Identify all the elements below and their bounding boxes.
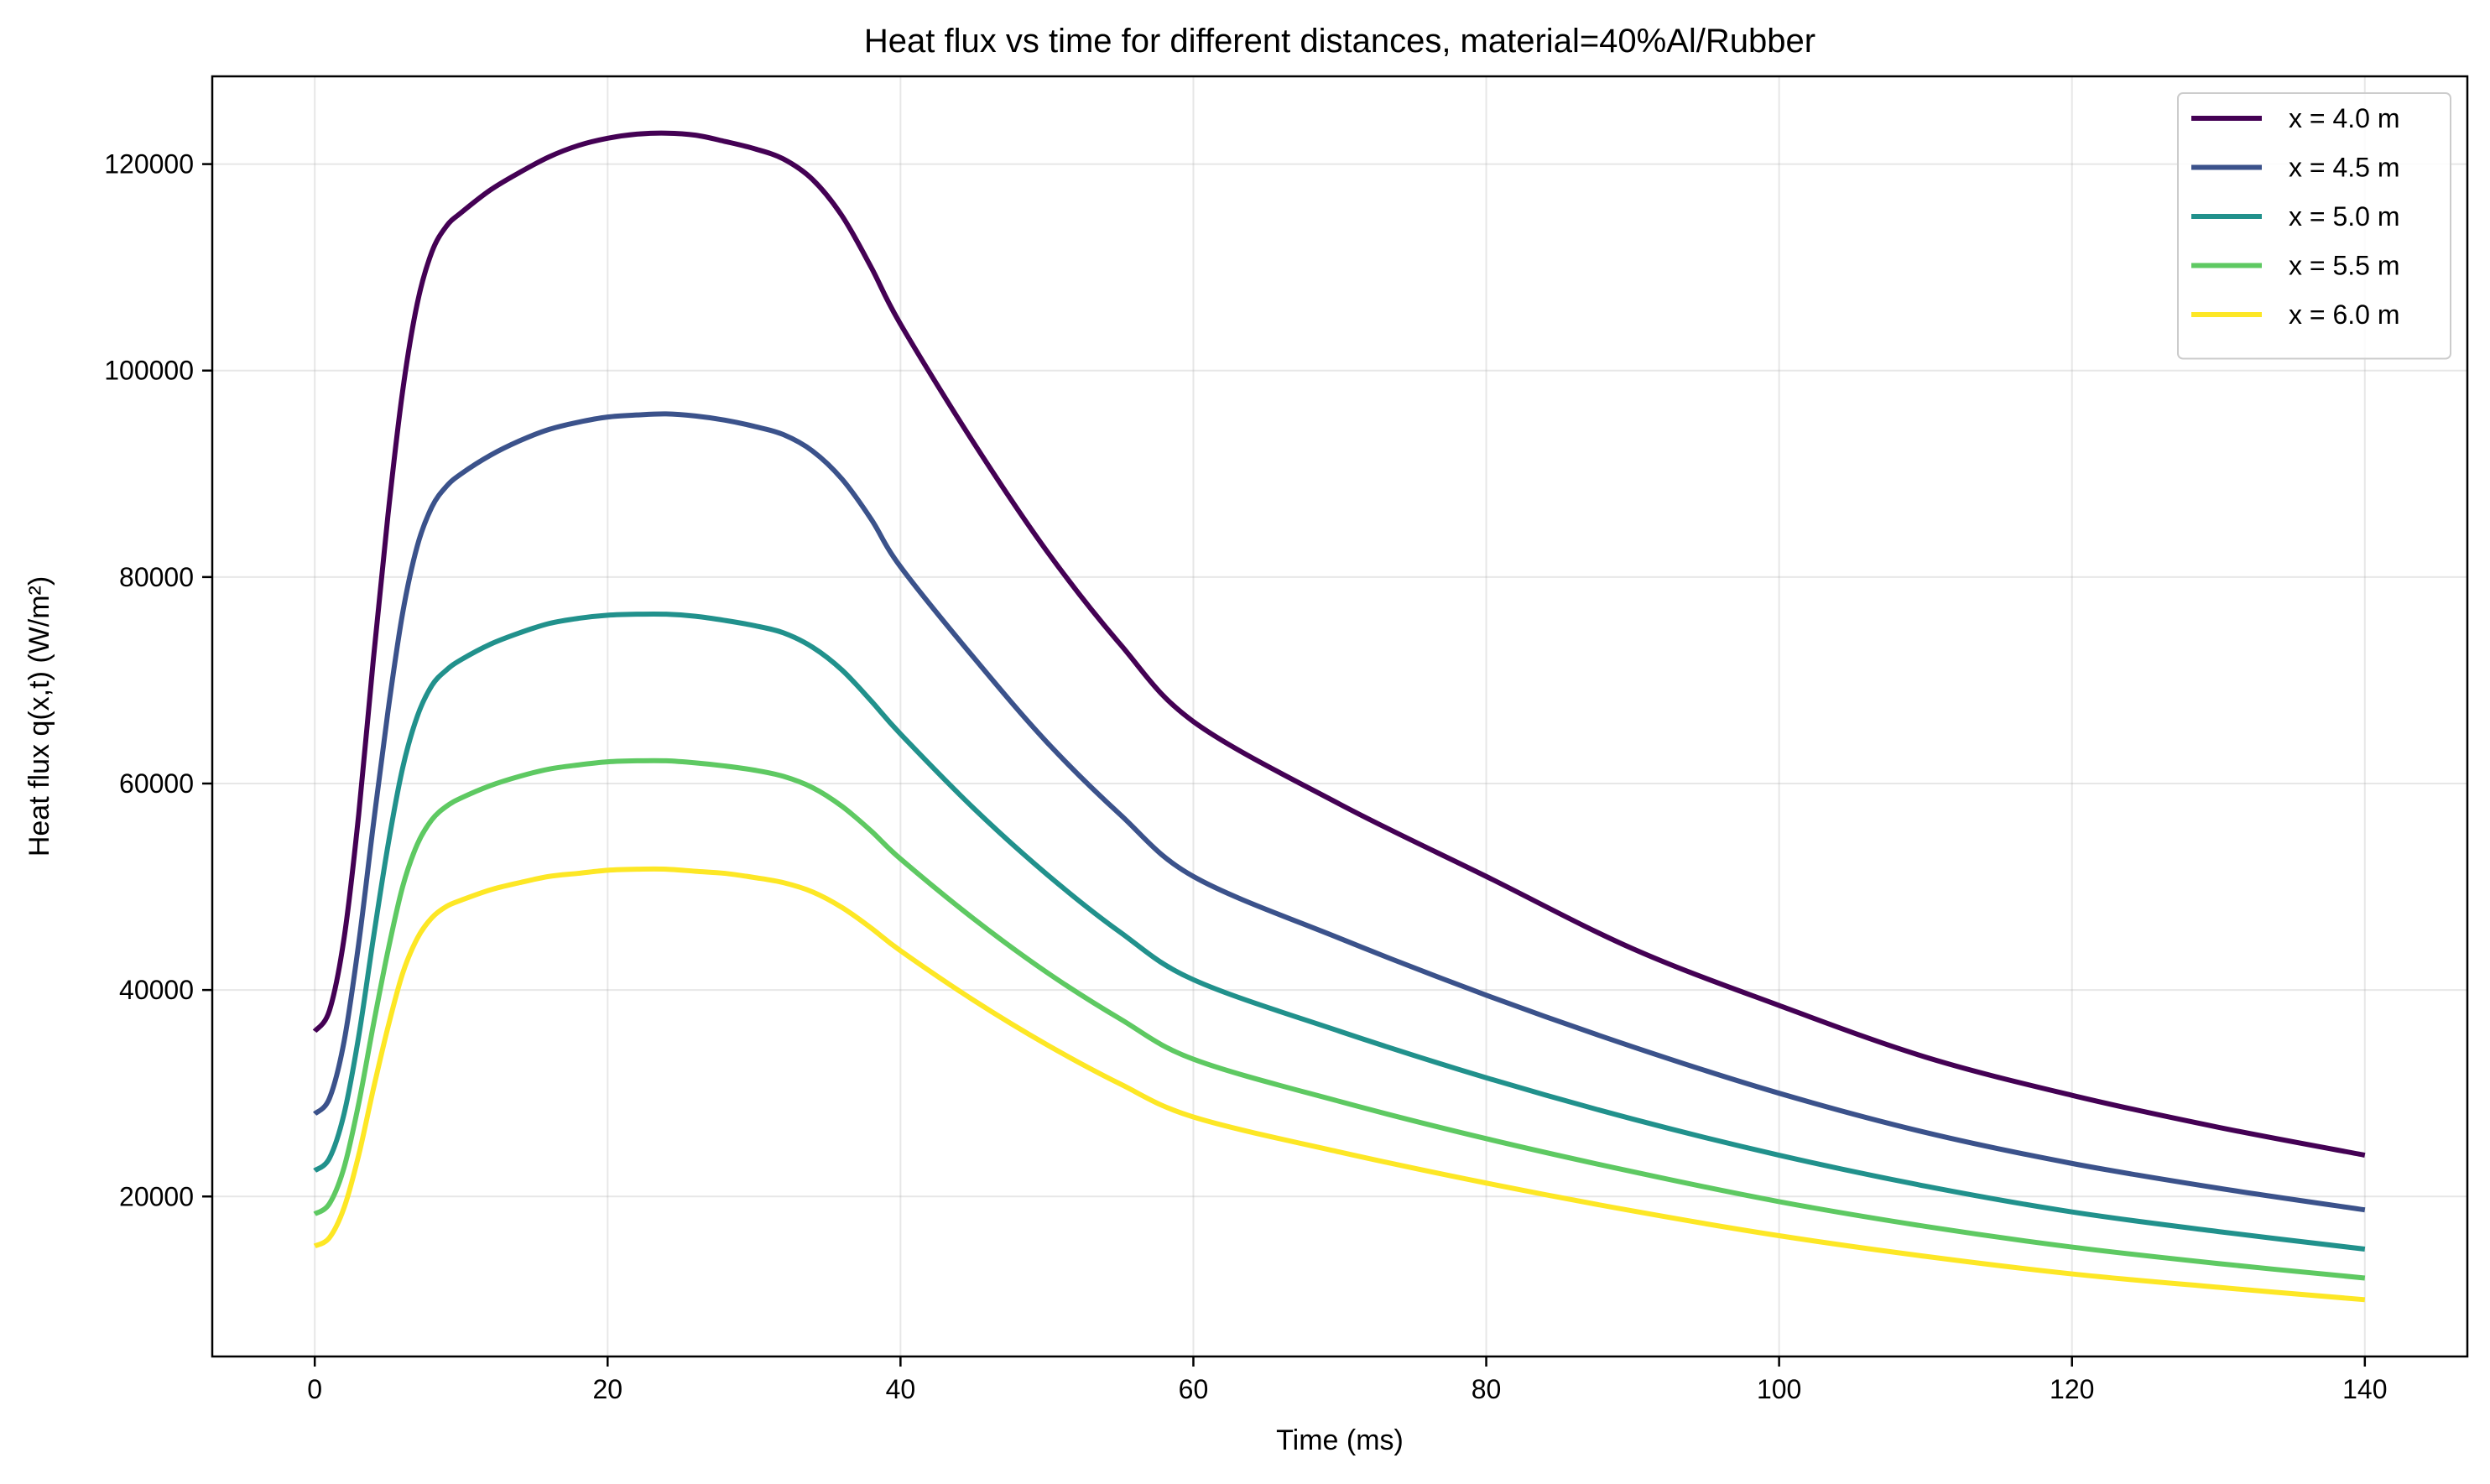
legend-label: x = 4.0 m	[2289, 103, 2400, 133]
x-tick-label: 80	[1472, 1374, 1502, 1404]
y-tick-label: 40000	[119, 975, 194, 1005]
y-axis-label: Heat flux q(x,t) (W/m²)	[23, 576, 55, 857]
x-tick-label: 100	[1757, 1374, 1801, 1404]
x-tick-label: 20	[592, 1374, 622, 1404]
y-tick-label: 120000	[104, 149, 194, 180]
grid-lines	[212, 76, 2467, 1356]
legend-label: x = 6.0 m	[2289, 299, 2400, 330]
axis-ticks: 0 20 40 60 80 100 120 140 20000 40000 60000 80000 10…	[104, 149, 2387, 1404]
series-line-4	[313, 866, 2366, 1303]
series-line-3	[313, 758, 2366, 1281]
y-tick-label: 60000	[119, 768, 194, 799]
chart-title: Heat flux vs time for different distance…	[864, 23, 1815, 60]
legend-label: x = 4.5 m	[2289, 153, 2400, 183]
series-lines	[312, 130, 2366, 1303]
y-tick-label: 20000	[119, 1181, 194, 1211]
plot-frame	[211, 75, 2469, 1358]
x-tick-label: 140	[2342, 1374, 2387, 1404]
x-tick-label: 0	[307, 1374, 322, 1404]
legend-box	[2177, 92, 2451, 360]
series-line-2	[313, 611, 2366, 1252]
series-line-0	[312, 130, 2366, 1158]
legend-label: x = 5.0 m	[2289, 201, 2400, 232]
x-axis-label: Time (ms)	[1276, 1424, 1404, 1456]
series-line-1	[313, 411, 2366, 1213]
x-tick-label: 40	[886, 1374, 916, 1404]
y-tick-label: 80000	[119, 562, 194, 592]
legend-label: x = 5.5 m	[2289, 251, 2400, 281]
legend: x = 4.0 m x = 4.5 m x = 5.0 m x = 5.5 m x = …	[2177, 92, 2451, 360]
x-tick-label: 120	[2050, 1374, 2094, 1404]
y-tick-label: 100000	[104, 356, 194, 386]
x-tick-label: 60	[1179, 1374, 1209, 1404]
